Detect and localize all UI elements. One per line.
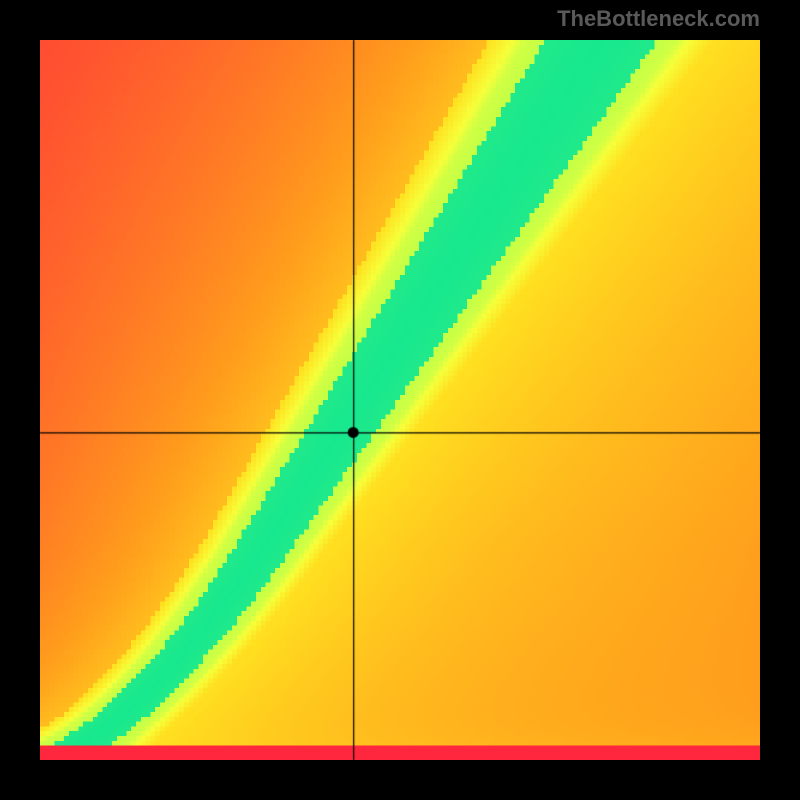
chart-container: TheBottleneck.com: [0, 0, 800, 800]
crosshair-overlay: [0, 0, 800, 800]
